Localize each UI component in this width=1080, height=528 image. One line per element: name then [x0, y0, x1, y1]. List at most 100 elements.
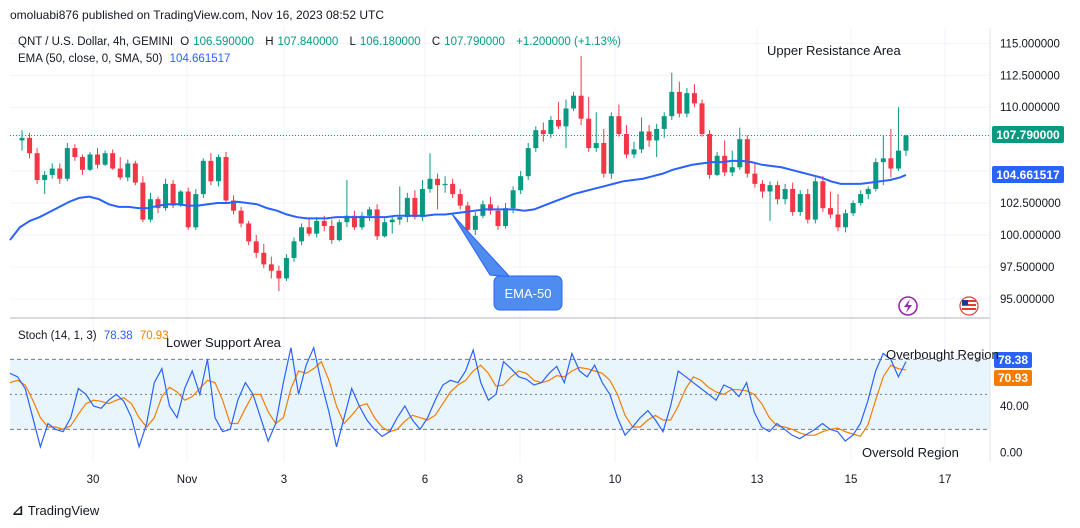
price-tick-label: 112.500000: [1000, 70, 1060, 82]
candle: [20, 130, 25, 150]
candle: [125, 160, 130, 182]
candle: [133, 161, 138, 185]
candle-body: [239, 211, 244, 224]
candle: [163, 179, 168, 211]
candle-body: [526, 148, 531, 176]
candle: [790, 183, 795, 216]
candle-body: [715, 156, 720, 175]
candle-body: [609, 116, 614, 173]
candle: [783, 184, 788, 204]
candle: [473, 212, 478, 235]
ema-legend-label[interactable]: EMA (50, close, 0, SMA, 50): [18, 53, 162, 65]
candle: [443, 176, 448, 193]
stoch-legend-label[interactable]: Stoch (14, 1, 3): [18, 330, 97, 342]
low-value: 106.180000: [360, 36, 421, 48]
candle-body: [65, 148, 70, 179]
candle-body: [465, 206, 470, 230]
candle: [692, 84, 697, 107]
candle-body: [95, 154, 100, 164]
lightning-icon[interactable]: [899, 297, 917, 315]
candles: [20, 56, 909, 291]
candle: [344, 180, 349, 227]
candle-body: [624, 134, 629, 154]
candle: [760, 180, 765, 198]
stoch-d-badge-label: 70.93: [998, 371, 1028, 385]
candle: [579, 56, 584, 125]
candle: [360, 212, 365, 230]
price-tick-label: 100.000000: [1000, 230, 1061, 242]
candle-body: [503, 208, 508, 226]
high-label: H: [265, 36, 273, 48]
candle-body: [88, 154, 93, 169]
candle: [654, 124, 659, 157]
candle: [261, 244, 266, 268]
candle-body: [367, 209, 372, 215]
candle-body: [405, 198, 410, 217]
price-tick-label: 110.000000: [1000, 102, 1060, 114]
time-tick-label: 10: [609, 474, 622, 486]
candle-body: [50, 169, 55, 175]
candle-body: [639, 131, 644, 149]
candle-body: [148, 199, 153, 219]
candle: [352, 211, 357, 230]
candle-body: [428, 179, 433, 189]
candle-body: [866, 189, 871, 194]
candle: [609, 112, 614, 178]
candle: [805, 189, 810, 223]
candle-body: [276, 271, 281, 279]
candle: [533, 126, 538, 152]
candle-body: [881, 158, 886, 162]
close-value: 107.790000: [444, 36, 505, 48]
stoch-axis: 40.00 0.00: [1000, 401, 1029, 460]
candle: [503, 203, 508, 229]
candle: [95, 148, 100, 168]
candle: [375, 204, 380, 240]
candle-body: [27, 138, 32, 153]
candle: [458, 189, 463, 209]
candle-body: [579, 96, 584, 119]
time-tick-label: 17: [939, 474, 952, 486]
candle-body: [216, 157, 221, 181]
candle: [292, 238, 297, 262]
lower-support-label: Lower Support Area: [166, 335, 282, 350]
candle: [684, 88, 689, 117]
ema-legend: EMA (50, close, 0, SMA, 50) 104.661517: [18, 53, 234, 65]
candle: [57, 163, 62, 183]
symbol-label[interactable]: QNT / U.S. Dollar, 4h, GEMINI: [18, 36, 173, 48]
candle: [103, 151, 108, 166]
candle: [843, 209, 848, 232]
stoch-k-badge-label: 78.38: [998, 353, 1028, 367]
candle-body: [42, 175, 47, 180]
candle: [428, 153, 433, 193]
candle: [881, 135, 886, 185]
stoch-tick-label: 40.00: [1000, 401, 1029, 413]
tradingview-brand[interactable]: ⊿ TradingView: [12, 502, 99, 519]
time-tick-label: 6: [422, 474, 428, 486]
candle-body: [662, 116, 667, 129]
candle: [662, 112, 667, 138]
candle-body: [888, 158, 893, 168]
candle-body: [224, 157, 229, 200]
candle-body: [798, 194, 803, 212]
candle-body: [813, 181, 818, 219]
candle: [700, 100, 705, 137]
candle: [420, 180, 425, 221]
candle-body: [314, 221, 319, 234]
tradingview-logo-icon: ⊿: [12, 502, 23, 519]
candle: [201, 158, 206, 198]
candle-body: [768, 185, 773, 191]
candle: [193, 189, 198, 230]
candle-body: [375, 209, 380, 236]
candle: [284, 254, 289, 281]
candle-body: [541, 130, 546, 134]
candle-body: [193, 194, 198, 227]
candle-body: [412, 198, 417, 217]
candle-body: [805, 194, 810, 220]
close-label: C: [432, 36, 440, 48]
candle: [246, 221, 251, 245]
us-flag-icon[interactable]: [960, 297, 978, 315]
candle: [397, 186, 402, 224]
candle-body: [518, 176, 523, 190]
candle-body: [171, 184, 176, 206]
